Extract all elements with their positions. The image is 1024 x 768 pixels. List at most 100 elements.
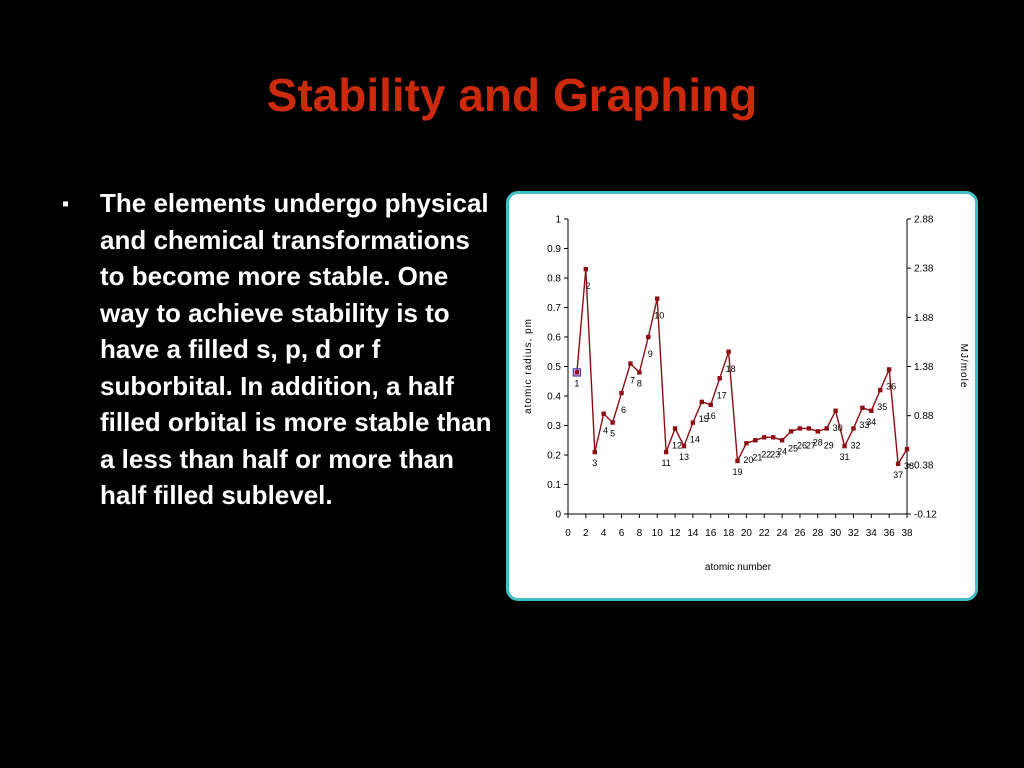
data-point	[815, 429, 820, 434]
y2-tick-label: 1.88	[914, 313, 934, 324]
point-label: 6	[621, 405, 626, 415]
x-tick-label: 4	[601, 528, 607, 539]
point-label: 36	[886, 381, 896, 391]
highlight-marker	[572, 368, 582, 377]
data-point	[690, 420, 696, 425]
y2-tick-label: 2.38	[914, 264, 934, 275]
data-point	[574, 370, 580, 375]
data-point	[610, 420, 615, 425]
point-label: 18	[726, 364, 736, 374]
data-point	[655, 296, 660, 301]
point-label: 22	[761, 449, 771, 459]
point-label: 5	[610, 429, 615, 439]
x-tick-label: 18	[723, 528, 735, 539]
point-label: 35	[877, 402, 887, 412]
data-point	[735, 458, 740, 464]
x-tick-label: 30	[830, 528, 842, 539]
point-label: 21	[752, 452, 762, 462]
chart-frame: 0 0.1 0.2 0.3 0.4 0.5 0.6 0.7 0.8 0.9 1 -0.12 0.38 0.…	[506, 191, 978, 601]
x-axis-label: atomic number	[705, 562, 772, 573]
point-label: 38	[904, 461, 914, 471]
point-label: 8	[637, 378, 642, 388]
data-point	[762, 435, 767, 440]
data-point	[886, 367, 892, 372]
data-point	[824, 426, 829, 431]
point-label: 20	[743, 455, 753, 465]
point-label: 3	[592, 458, 597, 468]
x-tick-label: 20	[741, 528, 753, 539]
data-point	[717, 376, 722, 381]
y-tick-label: 0.3	[547, 421, 561, 432]
data-point	[708, 402, 713, 408]
y-tick-label: 0	[555, 510, 561, 521]
x-tick-label: 2	[583, 528, 589, 539]
square-bullet-icon: ▪	[62, 193, 70, 215]
point-label: 34	[866, 417, 876, 427]
point-label: 13	[679, 452, 689, 462]
data-point	[797, 426, 803, 431]
point-label: 1	[574, 378, 579, 388]
point-label: 16	[706, 411, 716, 421]
data-point	[770, 435, 776, 440]
y2-tick-label: 0.88	[914, 411, 934, 422]
data-point	[878, 387, 883, 393]
point-label: 23	[770, 449, 780, 459]
data-point	[592, 449, 597, 455]
x-tick-label: 36	[884, 528, 896, 539]
data-point	[646, 334, 651, 340]
bullet-text: The elements undergo physical and chemic…	[100, 188, 492, 510]
data-point	[744, 441, 749, 446]
point-label: 12	[672, 440, 682, 450]
x-tick-label: 22	[759, 528, 771, 539]
data-point	[726, 349, 731, 354]
data-point	[833, 408, 838, 413]
x-tick-label: 28	[812, 528, 824, 539]
point-label: 32	[850, 440, 860, 450]
data-point	[753, 438, 758, 443]
x-tick-label: 38	[901, 528, 913, 539]
series-line	[576, 269, 908, 467]
x-tick-label: 34	[866, 528, 878, 539]
point-label: 4	[603, 426, 608, 436]
point-label: 15	[699, 414, 709, 424]
data-point	[860, 405, 865, 410]
point-label: 7	[630, 376, 635, 386]
x-tick-label: 26	[794, 528, 806, 539]
x-tick-label: 8	[637, 528, 643, 539]
point-label: 24	[777, 446, 787, 456]
y2-tick-label: 2.88	[914, 215, 934, 226]
point-label: 33	[859, 420, 869, 430]
y2-tick-label: 0.38	[914, 460, 934, 471]
data-point	[637, 370, 642, 375]
point-label: 2	[585, 281, 590, 291]
point-label: 31	[840, 452, 850, 462]
bullet-paragraph: ▪ The elements undergo physical and chem…	[62, 185, 492, 514]
data-point	[851, 426, 856, 431]
point-label: 37	[893, 470, 903, 480]
x-tick-label: 10	[652, 528, 664, 539]
y-tick-label: 0.4	[547, 392, 561, 403]
data-point	[895, 461, 901, 467]
data-point	[663, 449, 669, 455]
x-tick-label: 0	[565, 528, 571, 539]
point-label: 29	[824, 440, 834, 450]
point-label: 19	[732, 467, 742, 477]
x-tick-label: 6	[619, 528, 625, 539]
x-tick-label: 32	[848, 528, 860, 539]
data-point	[672, 426, 678, 431]
x-tick-label: 12	[669, 528, 681, 539]
y-tick-label: 0.8	[547, 274, 561, 285]
data-point	[583, 266, 589, 272]
data-point	[842, 443, 847, 449]
point-label: 26	[797, 440, 807, 450]
point-label: 25	[788, 443, 798, 453]
slide-title: Stability and Graphing	[266, 69, 758, 121]
data-point	[601, 411, 606, 416]
y2-tick-label: -0.12	[914, 510, 937, 521]
point-label: 10	[654, 311, 664, 321]
x-tick-label: 16	[705, 528, 717, 539]
data-point	[699, 399, 705, 405]
data-point	[628, 361, 633, 366]
y-tick-label: 0.6	[547, 333, 561, 344]
y-tick-label: 1	[555, 215, 561, 226]
